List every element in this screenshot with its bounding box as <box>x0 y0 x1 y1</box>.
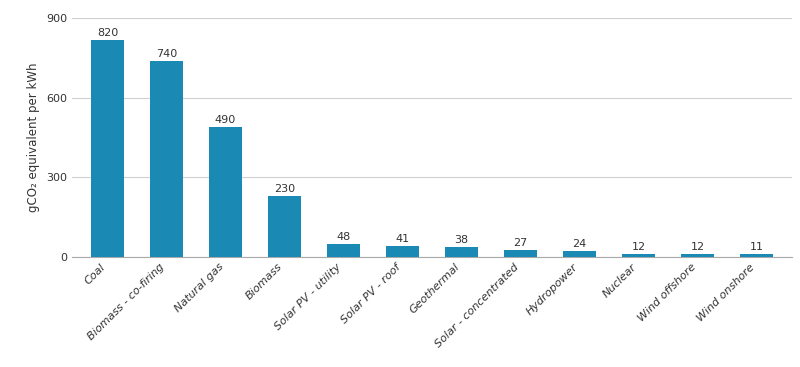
Bar <box>91 40 124 257</box>
Text: 27: 27 <box>514 238 528 248</box>
Bar <box>386 246 418 257</box>
Bar <box>504 250 537 257</box>
Text: 740: 740 <box>156 49 177 59</box>
Text: 11: 11 <box>750 242 763 252</box>
Text: 12: 12 <box>690 242 705 252</box>
Text: 820: 820 <box>97 28 118 38</box>
Text: 230: 230 <box>274 184 295 194</box>
Bar <box>740 254 773 257</box>
Text: 48: 48 <box>336 232 350 242</box>
Bar <box>563 251 596 257</box>
Text: 24: 24 <box>573 239 586 249</box>
Bar <box>622 254 654 257</box>
Text: 490: 490 <box>215 115 236 125</box>
Y-axis label: gCO₂ equivalent per kWh: gCO₂ equivalent per kWh <box>27 63 41 212</box>
Bar <box>446 247 478 257</box>
Bar <box>150 61 182 257</box>
Bar <box>210 127 242 257</box>
Text: 38: 38 <box>454 235 469 245</box>
Text: 41: 41 <box>395 234 410 244</box>
Bar <box>327 244 360 257</box>
Bar <box>682 254 714 257</box>
Bar <box>268 196 301 257</box>
Text: 12: 12 <box>631 242 646 252</box>
